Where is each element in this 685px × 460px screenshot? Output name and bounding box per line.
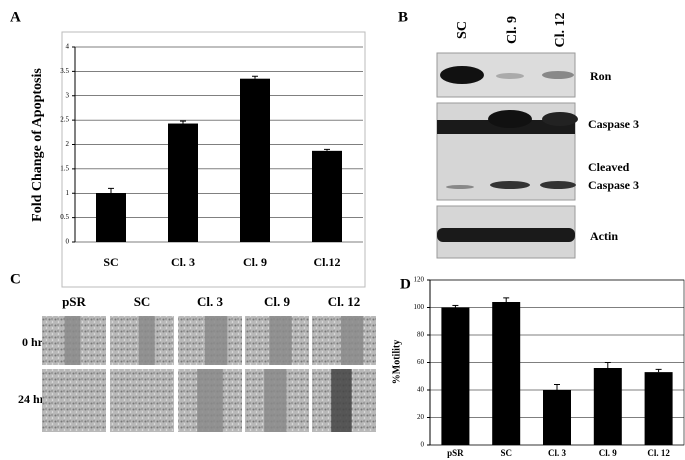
column-label: Cl. 12 [328, 294, 361, 309]
y-tick-label: 3.5 [60, 67, 69, 75]
band-label: Caspase 3 [588, 117, 639, 131]
chart-frame [61, 31, 366, 288]
row-label: 0 hr [22, 335, 44, 349]
panel-label: B [398, 9, 408, 25]
band-label: Caspase 3 [588, 178, 639, 192]
y-tick-label: 20 [417, 413, 425, 421]
column-label: Cl. 9 [264, 294, 291, 309]
bar [644, 372, 673, 445]
x-tick-label: Cl. 9 [243, 255, 267, 269]
panel-label: C [10, 271, 21, 287]
wound-gap [138, 316, 155, 365]
bar [240, 78, 270, 242]
blot [436, 52, 578, 259]
x-tick-label: Cl. 3 [548, 448, 567, 458]
y-tick-label: 0.5 [60, 213, 69, 221]
y-tick-label: 1.5 [60, 164, 69, 172]
band-label: Actin [590, 229, 618, 243]
wound-image [42, 369, 106, 432]
y-tick-label: 100 [414, 303, 425, 311]
wound-gap [331, 369, 352, 432]
y-tick-label: 40 [417, 386, 425, 394]
band-label: Cleaved [588, 160, 630, 174]
x-tick-label: SC [103, 255, 118, 269]
wound-gap [197, 369, 223, 432]
x-tick-label: Cl. 12 [647, 448, 670, 458]
x-tick-label: pSR [447, 448, 464, 458]
bar [441, 307, 470, 445]
bar [543, 390, 571, 445]
bar [593, 368, 622, 445]
column-label: SC [134, 294, 151, 309]
y-tick-label: 120 [414, 276, 425, 284]
y-tick-label: 0 [66, 238, 70, 246]
panel-label: A [10, 9, 21, 25]
bar [312, 150, 342, 242]
panel-label: D [400, 276, 411, 292]
bar [492, 302, 521, 445]
wound-gap [264, 369, 287, 432]
y-tick-label: 60 [417, 358, 425, 366]
y-tick-label: 0 [421, 441, 425, 449]
y-tick-label: 3 [66, 91, 70, 99]
x-tick-label: Cl. 9 [599, 448, 618, 458]
wound-gap [340, 316, 364, 365]
wound-gap [204, 316, 228, 365]
column-label: Cl. 3 [197, 294, 224, 309]
lane-label: SC [455, 21, 470, 39]
y-tick-label: 1 [66, 189, 70, 197]
bar [96, 193, 126, 242]
band-label: Ron [590, 69, 612, 83]
column-label: pSR [62, 294, 86, 309]
y-axis-label: %Motility [391, 340, 402, 384]
lane-label: Cl. 9 [505, 16, 520, 44]
wound-gap [64, 316, 81, 365]
bar [168, 123, 198, 242]
x-tick-label: Cl.12 [314, 255, 341, 269]
x-tick-label: SC [500, 448, 512, 458]
y-tick-label: 80 [417, 331, 425, 339]
x-tick-label: Cl. 3 [171, 255, 195, 269]
wound-image [110, 369, 174, 432]
y-tick-label: 2 [66, 140, 70, 148]
row-label: 24 hr [18, 392, 46, 406]
y-tick-label: 4 [66, 43, 70, 51]
wound-gap [269, 316, 292, 365]
y-axis-label: Fold Change of Apoptosis [30, 68, 45, 222]
lane-label: Cl. 12 [553, 13, 568, 48]
y-tick-label: 2.5 [60, 116, 69, 124]
